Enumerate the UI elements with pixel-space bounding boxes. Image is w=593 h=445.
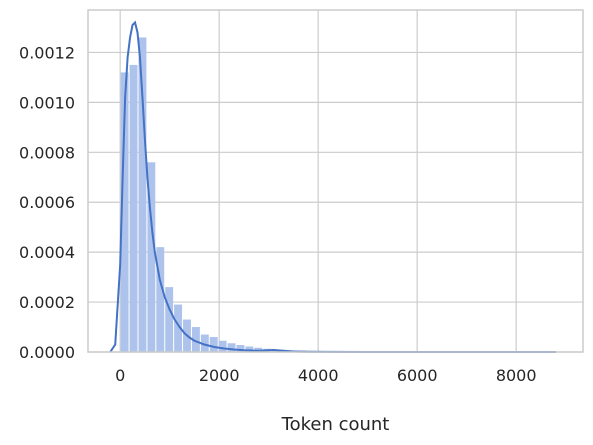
y-tick-label: 0.0000	[19, 343, 75, 362]
y-tick-label: 0.0002	[19, 293, 75, 312]
x-tick-label: 2000	[199, 366, 240, 385]
histogram-bar	[236, 345, 245, 352]
histogram-bar	[120, 72, 129, 353]
x-axis-label: Token count	[281, 414, 390, 435]
y-tick-label: 0.0012	[19, 43, 75, 62]
y-tick-label: 0.0006	[19, 193, 75, 212]
y-tick-label: 0.0008	[19, 143, 75, 162]
histogram-bar	[218, 340, 227, 352]
x-tick-label: 6000	[397, 366, 438, 385]
histogram-bar	[129, 64, 138, 352]
histogram-bar	[245, 346, 254, 352]
histogram-bar	[200, 334, 209, 352]
x-tick-label: 0	[115, 366, 125, 385]
histogram-bar	[191, 327, 200, 352]
y-tick-labels: 0.0000 0.0002 0.0004 0.0006 0.0008 0.0010 0.00…	[19, 43, 75, 362]
histogram-bar	[138, 37, 147, 353]
x-tick-label: 4000	[298, 366, 339, 385]
y-tick-label: 0.0010	[19, 93, 75, 112]
histogram-bar	[165, 287, 174, 352]
histogram-bar	[209, 337, 218, 352]
histogram-bar	[227, 343, 236, 352]
histogram-bar	[147, 162, 156, 352]
x-tick-labels: 0 2000 4000 6000 8000	[115, 366, 536, 385]
x-tick-label: 8000	[496, 366, 537, 385]
plot-frame	[87, 9, 584, 353]
histogram-bar	[156, 247, 165, 352]
histogram-bars	[120, 37, 566, 353]
histogram-bar	[174, 304, 183, 352]
y-tick-label: 0.0004	[19, 243, 75, 262]
